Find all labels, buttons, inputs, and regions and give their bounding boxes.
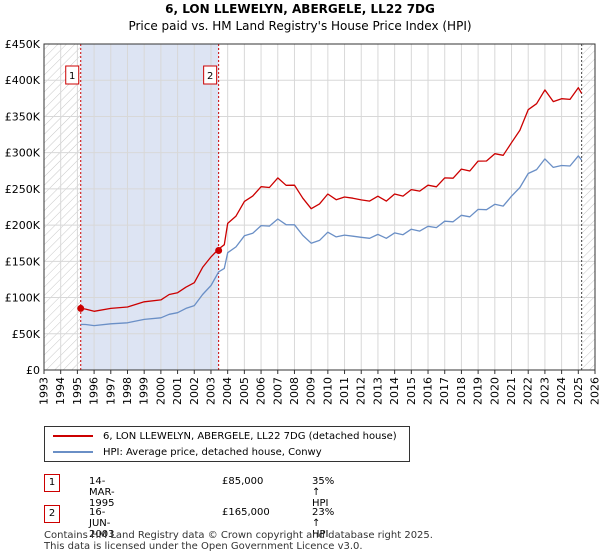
x-tick-label: 2020	[488, 377, 501, 405]
price-chart: 1993 1994 1995 1996 1997 1998 1999 2000 2001 2002…	[5, 38, 600, 405]
legend-label-hpi: HPI: Average price, detached house, Conw…	[103, 446, 322, 458]
x-tick-label: 2018	[455, 377, 468, 405]
sale-price: £85,000	[222, 476, 264, 487]
annotation-box-1	[65, 65, 80, 85]
series-line-price	[80, 87, 583, 312]
x-tick-label: 1998	[121, 377, 134, 405]
chart-subtitle: Price paid vs. HM Land Registry's House …	[128, 19, 472, 33]
sale-marker-2: 2	[44, 505, 60, 523]
x-tick-label: 2017	[438, 377, 451, 405]
annotation-label-2: 2	[207, 71, 213, 82]
x-tick-label: 2006	[255, 377, 268, 405]
x-tick-label: 2023	[538, 377, 551, 405]
sale-price: £165,000	[222, 507, 270, 518]
legend-item-hpi: HPI: Average price, detached house, Conw…	[53, 444, 322, 460]
sale-hpi-diff: 23% ↑ HPI	[312, 507, 335, 540]
x-tick-label: 2001	[171, 377, 184, 405]
x-tick-label: 2002	[188, 377, 201, 405]
plot-frame	[43, 43, 596, 371]
x-tick-label: 2005	[238, 377, 251, 405]
x-tick-label: 2025	[572, 377, 585, 405]
x-tick-label: 2012	[355, 377, 368, 405]
x-tick-label: 2026	[589, 377, 600, 405]
legend-item-price: 6, LON LLEWELYN, ABERGELE, LL22 7DG (det…	[53, 428, 397, 444]
y-tick-label: £150K	[5, 255, 41, 268]
hatched-region-start	[44, 44, 81, 370]
x-tick-label: 2000	[154, 377, 167, 405]
x-tick-label: 1994	[54, 377, 67, 405]
legend-swatch-price	[53, 435, 93, 437]
x-tick-label: 1995	[71, 377, 84, 405]
annotation-label-1: 1	[69, 71, 75, 82]
footer: Contains HM Land Registry data © Crown c…	[44, 530, 433, 552]
shaded-period	[80, 44, 219, 370]
x-tick-label: 2019	[472, 377, 485, 405]
x-tick-label: 1999	[138, 377, 151, 405]
x-tick-label: 2011	[338, 377, 351, 405]
x-tick-label: 2003	[204, 377, 217, 405]
annotation-box-2	[203, 65, 218, 85]
hatched-region-end	[581, 44, 595, 370]
y-tick-label: £250K	[5, 183, 41, 196]
x-tick-label: 2016	[422, 377, 435, 405]
chart-title: 6, LON LLEWELYN, ABERGELE, LL22 7DG	[165, 2, 435, 16]
y-tick-label: £100K	[5, 292, 41, 305]
series-line-hpi	[80, 155, 583, 327]
x-tick-label: 2015	[405, 377, 418, 405]
x-tick-label: 2004	[221, 377, 234, 405]
x-tick-label: 2009	[305, 377, 318, 405]
footer-line-2: This data is licensed under the Open Gov…	[44, 541, 363, 552]
footer-line-1: Contains HM Land Registry data © Crown c…	[44, 530, 433, 541]
y-tick-label: £450K	[5, 38, 41, 51]
legend-swatch-hpi	[53, 451, 93, 453]
x-tick-label: 2007	[271, 377, 284, 405]
legend: 6, LON LLEWELYN, ABERGELE, LL22 7DG (det…	[44, 426, 410, 462]
legend-label-price: 6, LON LLEWELYN, ABERGELE, LL22 7DG (det…	[103, 430, 397, 442]
y-tick-label: £350K	[5, 110, 41, 123]
y-tick-label: £300K	[5, 147, 41, 160]
sale-marker-1: 1	[44, 474, 60, 492]
x-tick-label: 2013	[371, 377, 384, 405]
y-tick-label: £50K	[12, 328, 41, 341]
sale-date: 14-MAR-1995	[89, 476, 115, 509]
sale-point-2	[215, 246, 223, 254]
x-tick-label: 1993	[38, 377, 51, 405]
sale-hpi-diff: 35% ↑ HPI	[312, 476, 335, 509]
x-tick-label: 2008	[288, 377, 301, 405]
y-tick-label: £0	[26, 364, 40, 377]
y-tick-label: £400K	[5, 74, 41, 87]
x-tick-label: 2021	[505, 377, 518, 405]
x-tick-label: 1996	[88, 377, 101, 405]
x-tick-label: 2014	[388, 377, 401, 405]
x-tick-label: 2022	[522, 377, 535, 405]
x-tick-label: 2024	[555, 377, 568, 405]
x-tick-label: 1997	[104, 377, 117, 405]
sale-date: 16-JUN-2003	[89, 507, 115, 540]
x-tick-label: 2010	[321, 377, 334, 405]
y-tick-label: £200K	[5, 219, 41, 232]
sale-point-1	[77, 304, 85, 312]
